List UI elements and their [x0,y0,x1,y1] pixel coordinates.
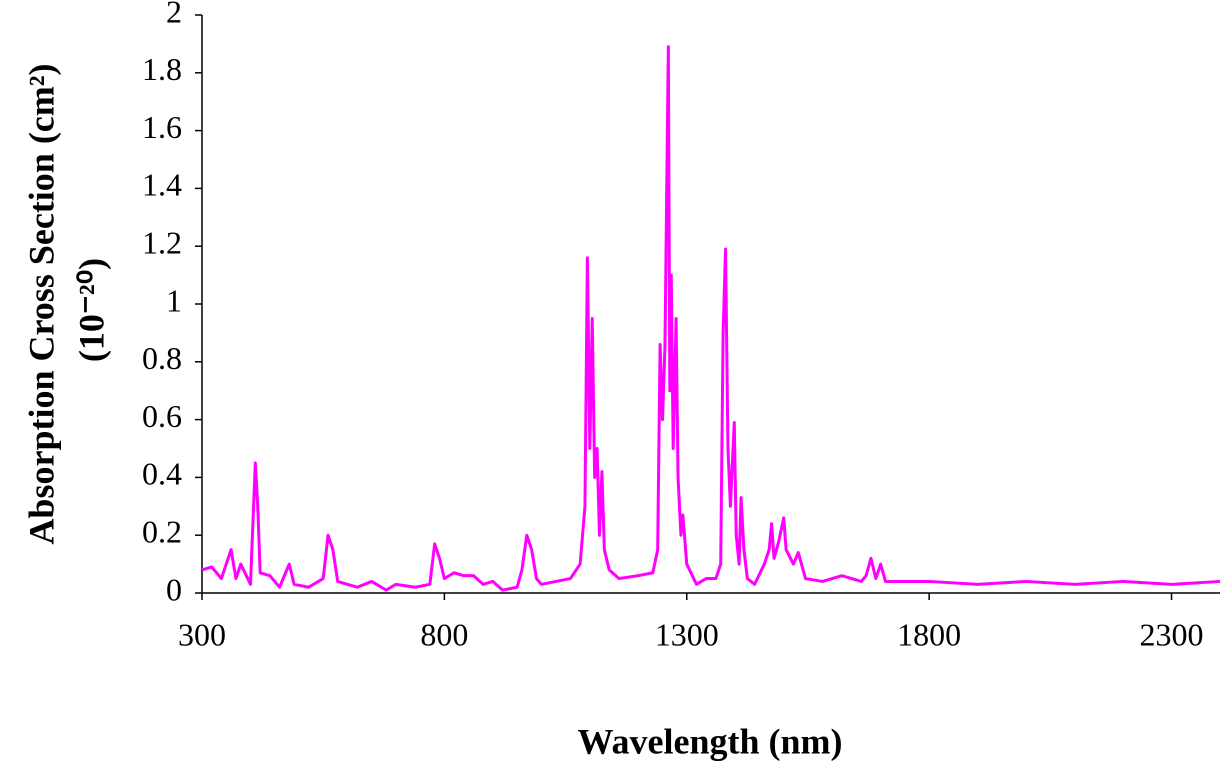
x-tick-label: 1300 [655,616,719,652]
x-tick-label: 300 [178,616,226,652]
y-tick-label: 0.6 [142,398,182,434]
y-axis-label: Absorption Cross Section (cm²) [21,63,61,544]
y-tick-label: 0.2 [142,514,182,550]
y-tick-label: 0.8 [142,340,182,376]
y-tick-label: 1.6 [142,109,182,145]
x-axis-label: Wavelength (nm) [578,721,843,761]
y-tick-label: 0.4 [142,456,182,492]
y-tick-label: 1.8 [142,51,182,87]
x-tick-label: 800 [420,616,468,652]
y-tick-label: 0 [166,571,182,607]
y-axis-label: (10⁻²⁰) [71,258,111,362]
x-tick-label: 1800 [897,616,961,652]
y-tick-label: 1.2 [142,225,182,261]
y-tick-label: 1 [166,282,182,318]
y-tick-label: 2 [166,0,182,29]
x-tick-label: 2300 [1140,616,1204,652]
y-tick-label: 1.4 [142,167,182,203]
spectrum-line [201,45,1221,592]
